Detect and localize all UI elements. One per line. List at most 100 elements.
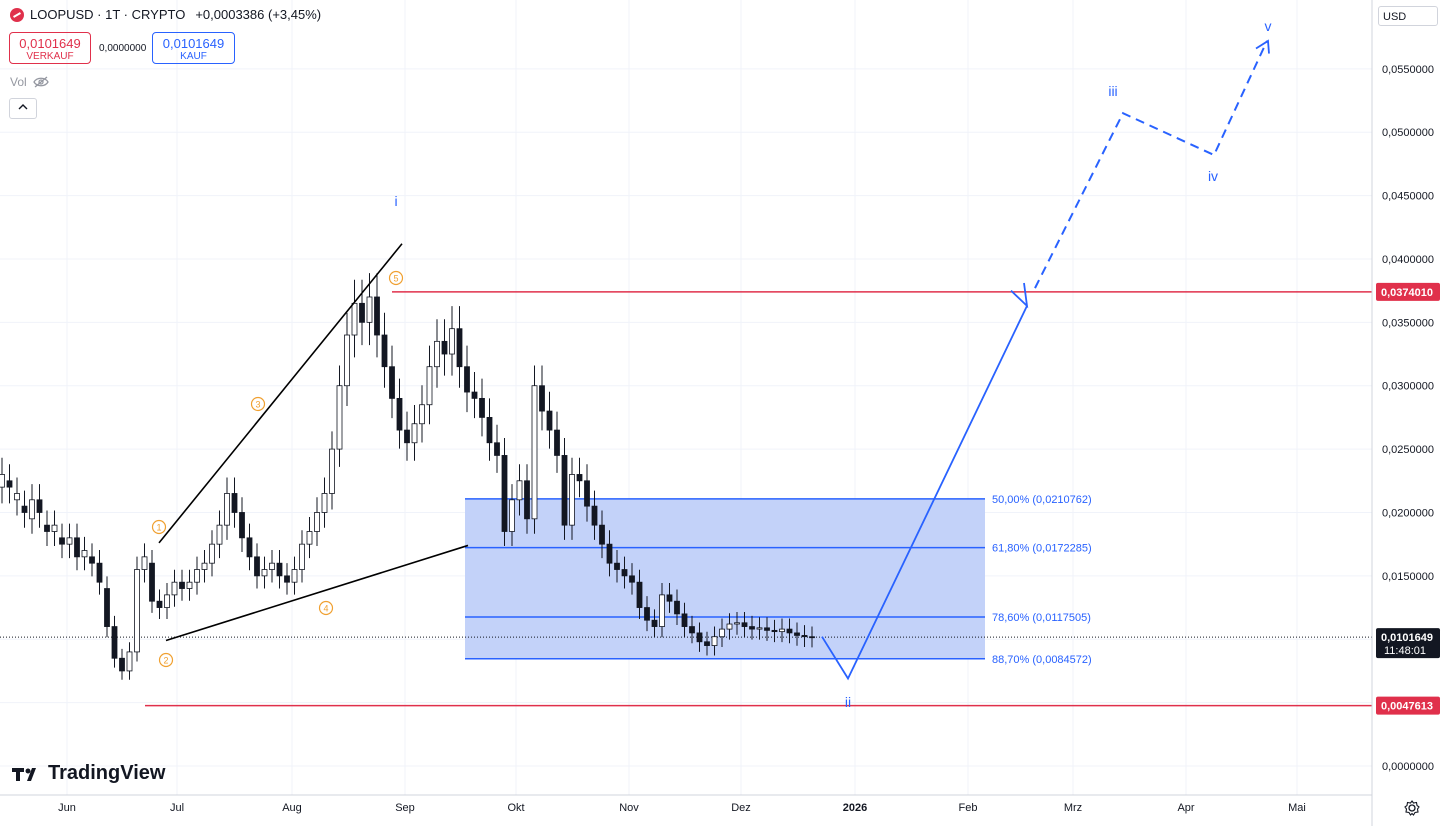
axis-settings-button[interactable]	[1404, 800, 1420, 819]
candle-body	[779, 628, 785, 633]
candle-body	[246, 537, 253, 558]
candle-body	[531, 385, 538, 520]
candle-body	[741, 622, 748, 627]
candle-body	[434, 340, 440, 368]
candle-body	[171, 581, 178, 596]
candle-body	[141, 556, 148, 570]
chart-grid	[0, 0, 1372, 795]
price-level-tag-1	[1376, 696, 1440, 715]
candle-body	[599, 524, 605, 545]
time-tick-2: Aug	[282, 802, 302, 814]
candle-body	[231, 493, 238, 513]
candle-body	[59, 537, 65, 545]
price-tick-0: 0,0550000	[1382, 64, 1434, 76]
currency-select[interactable]: USD	[1378, 6, 1438, 26]
candle-body	[636, 581, 643, 608]
price-tick-7: 0,0200000	[1382, 507, 1434, 519]
wave-label-orange-5: 5	[393, 274, 398, 284]
candle-body	[314, 512, 320, 532]
candle-body	[299, 543, 305, 570]
candle-body	[209, 543, 215, 564]
time-axis[interactable]: Jun Jul Aug Sep Okt Nov Dez 2026 Feb Mrz Apr Mai	[0, 794, 1372, 814]
candle-body	[126, 651, 133, 672]
symbol-title[interactable]: LOOPUSD · 1T · CRYPTO	[30, 7, 186, 22]
candle-body	[404, 429, 410, 444]
candle-body	[51, 524, 58, 532]
price-tick-1: 0,0500000	[1382, 127, 1434, 139]
candle-body	[29, 499, 35, 520]
tradingview-mark-icon	[12, 767, 36, 781]
wave-label-orange-3: 3	[255, 400, 260, 410]
wave-label-orange-4: 4	[323, 604, 328, 614]
candle-body	[689, 626, 695, 634]
candle-body	[201, 562, 208, 570]
drawings	[158, 39, 1270, 681]
tradingview-logo[interactable]: TradingView	[12, 762, 165, 785]
candle-body	[501, 455, 508, 532]
projection-arrow-solid	[821, 305, 1028, 681]
candle-body	[359, 302, 365, 323]
time-tick-11: Mai	[1288, 802, 1306, 814]
horizontal-levels	[0, 291, 1372, 707]
time-tick-9: Mrz	[1064, 802, 1082, 814]
candle-body	[794, 632, 800, 636]
candle-body	[149, 562, 155, 602]
candle-body	[479, 397, 485, 418]
fib-label-3: 88,70% (0,0084572)	[992, 654, 1092, 666]
candle-body	[66, 537, 73, 545]
price-tick-2: 0,0450000	[1382, 191, 1434, 203]
buy-button[interactable]: 0,0101649 KAUF	[152, 32, 235, 64]
price-level-tag-0	[1376, 282, 1440, 301]
candle-body	[546, 410, 553, 431]
candle-body	[524, 480, 530, 520]
price-tick-6: 0,0250000	[1382, 444, 1434, 456]
buy-price: 0,0101649	[162, 36, 225, 51]
wave-label-blue-1: i	[394, 193, 397, 209]
wave-circle-1	[151, 519, 167, 535]
symbol-header: LOOPUSD · 1T · CRYPTO +0,0003386 (+3,45%…	[10, 7, 321, 22]
candle-body	[269, 562, 275, 570]
candle-body	[44, 524, 50, 532]
projection-arrow-dashed	[1034, 40, 1268, 289]
eye-hidden-icon[interactable]	[32, 76, 49, 88]
candle-body	[291, 569, 298, 583]
candle-body	[509, 499, 515, 532]
candle-body	[734, 622, 740, 625]
time-tick-8: Feb	[959, 802, 978, 814]
candle-body	[276, 562, 283, 577]
candle-body	[381, 334, 388, 368]
candle-body	[614, 562, 620, 570]
candle-countdown: 11:48:01	[1384, 645, 1426, 657]
volume-indicator[interactable]: Vol	[10, 75, 49, 89]
candle-body	[74, 537, 80, 558]
price-level-label-0: 0,0374010	[1381, 287, 1433, 299]
candle-body	[494, 442, 500, 456]
candle-body	[629, 575, 635, 583]
price-tick-3: 0,0400000	[1382, 254, 1434, 266]
candle-body	[786, 628, 793, 634]
candle-body	[666, 594, 673, 602]
price-tick-4: 0,0350000	[1382, 317, 1434, 329]
wedge-upper-line	[158, 243, 403, 544]
collapse-legend-button[interactable]	[9, 98, 37, 119]
candle-body	[36, 499, 43, 513]
candle-body	[471, 391, 478, 399]
candle-body	[756, 627, 763, 630]
candle-body	[561, 455, 568, 526]
candle-body	[186, 581, 193, 589]
candle-body	[456, 328, 463, 368]
candles	[0, 273, 815, 680]
price-axis[interactable]: 0,0550000 0,0500000 0,0450000 0,0400000 0,03…	[1371, 0, 1440, 826]
candle-body	[704, 641, 710, 646]
fib-zone-fill	[465, 498, 985, 659]
candle-body	[569, 474, 575, 526]
candle-body	[134, 569, 140, 653]
price-change: +0,0003386 (+3,45%)	[195, 7, 322, 22]
candle-body	[771, 629, 778, 633]
sell-button[interactable]: 0,0101649 VERKAUF	[9, 32, 91, 64]
time-tick-3: Sep	[395, 802, 415, 814]
candle-body	[389, 366, 395, 399]
candle-body	[576, 474, 583, 482]
wave-label-orange-1: 1	[156, 523, 161, 533]
